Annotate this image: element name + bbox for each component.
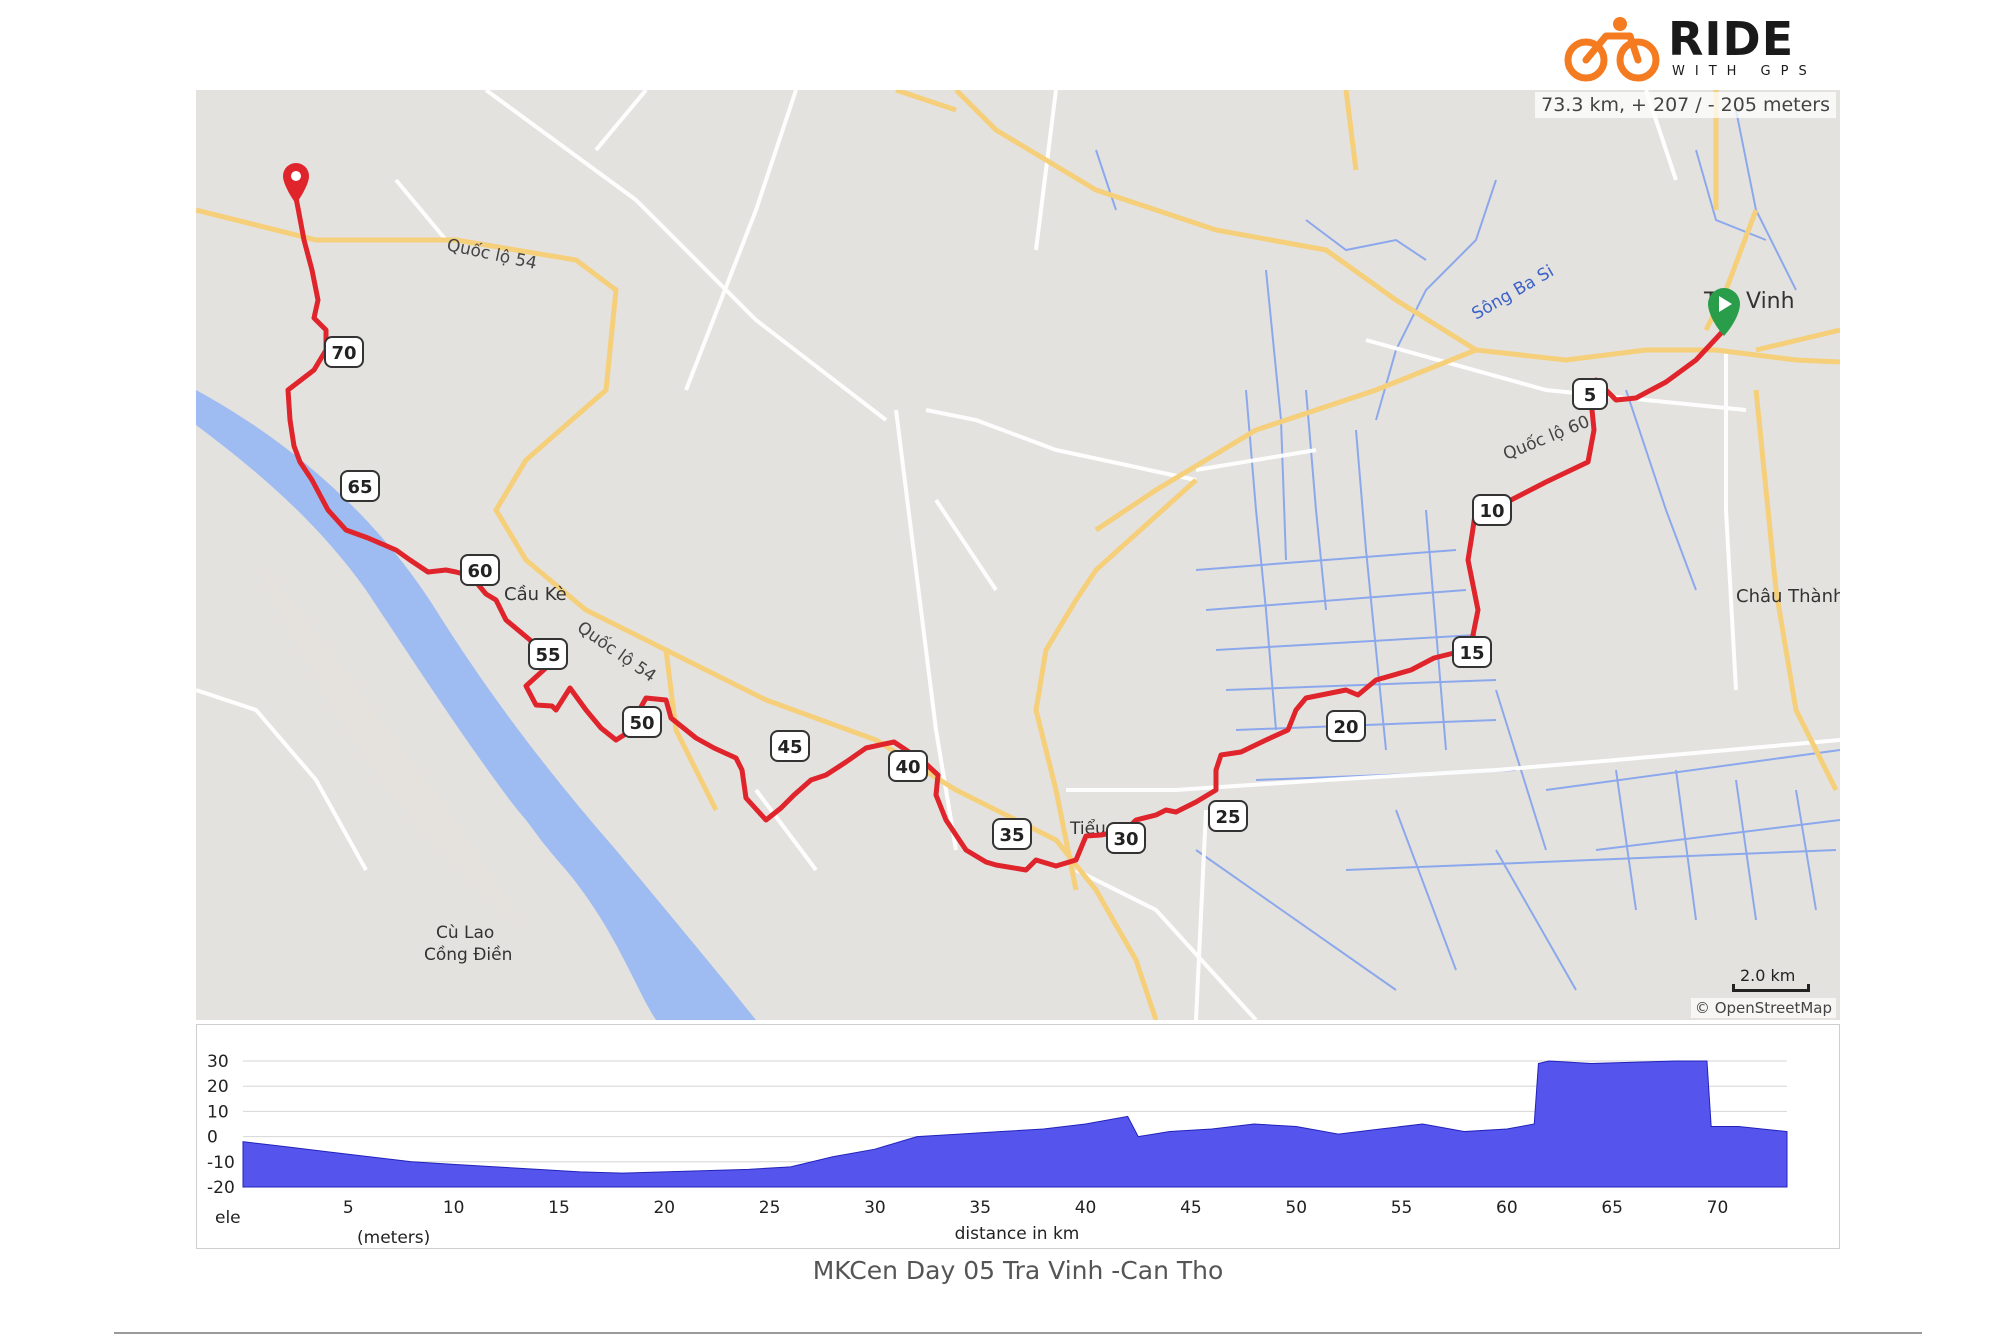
start-marker[interactable] xyxy=(1708,288,1740,336)
elevation-area xyxy=(242,1060,1788,1188)
svg-text:20: 20 xyxy=(1333,717,1358,738)
svg-text:25: 25 xyxy=(1215,807,1240,828)
x-tick-label: 60 xyxy=(1496,1198,1518,1218)
y-tick-label: 10 xyxy=(207,1102,229,1122)
x-tick-label: 15 xyxy=(548,1198,570,1218)
end-marker[interactable] xyxy=(283,163,309,204)
play-icon xyxy=(1719,296,1732,312)
y-tick-label: 0 xyxy=(207,1128,218,1148)
km-marker-60: 60 xyxy=(460,554,500,586)
elevation-x-ticks: 5 10 15 20 25 30 35 40 45 50 55 60 65 70 xyxy=(343,1198,1728,1218)
y-tick-label: -10 xyxy=(207,1153,235,1173)
svg-text:40: 40 xyxy=(895,757,920,778)
map-attribution[interactable]: © OpenStreetMap xyxy=(1690,998,1836,1018)
canals xyxy=(1095,109,1840,991)
km-marker-50: 50 xyxy=(622,706,662,738)
km-marker-40: 40 xyxy=(888,750,928,782)
km-marker-30: 30 xyxy=(1106,822,1146,854)
route-caption: MKCen Day 05 Tra Vinh -Can Tho xyxy=(812,1256,1224,1285)
x-tick-label: 70 xyxy=(1707,1198,1729,1218)
svg-text:10: 10 xyxy=(1479,501,1504,522)
svg-text:5: 5 xyxy=(1584,385,1597,406)
svg-text:70: 70 xyxy=(331,343,356,364)
y-tick-label: -20 xyxy=(207,1178,235,1198)
svg-text:55: 55 xyxy=(535,645,560,666)
x-tick-label: 20 xyxy=(653,1198,675,1218)
svg-text:45: 45 xyxy=(777,737,802,758)
km-marker-20: 20 xyxy=(1326,710,1366,742)
place-label-chau-thanh: Châu Thành xyxy=(1736,586,1840,607)
road-label-ql60: Quốc lộ 60 xyxy=(1500,411,1593,465)
river-island xyxy=(366,610,586,910)
x-tick-label: 30 xyxy=(864,1198,886,1218)
km-marker-25: 25 xyxy=(1208,800,1248,832)
x-tick-label: 45 xyxy=(1180,1198,1202,1218)
elevation-chart: 30 20 10 0 -10 -20 5 10 15 20 25 30 35 40 45 50 55 60 65 7… xyxy=(207,1052,1788,1248)
place-label-cu-lao: Cù Lao xyxy=(436,923,494,943)
km-marker-5: 5 xyxy=(1572,378,1608,410)
elevation-profile: 30 20 10 0 -10 -20 5 10 15 20 25 30 35 40 45 50 55 60 65 7… xyxy=(196,1024,1840,1249)
hau-river xyxy=(196,390,756,1020)
y-tick-label: 20 xyxy=(207,1077,229,1097)
place-label-cau-ke: Cầu Kè xyxy=(504,584,567,605)
scale-bar: 2.0 km xyxy=(1732,966,1812,992)
x-tick-label: 40 xyxy=(1075,1198,1097,1218)
place-label-tra-vinh: Vinh xyxy=(1746,289,1795,314)
logo-subtitle: WITH GPS xyxy=(1672,64,1817,79)
x-tick-label: 50 xyxy=(1285,1198,1307,1218)
end-dot-icon xyxy=(291,171,301,181)
major-roads xyxy=(196,90,1840,1020)
logo-wordmark: RIDE xyxy=(1668,12,1795,66)
svg-text:60: 60 xyxy=(467,561,492,582)
svg-text:30: 30 xyxy=(1113,829,1138,850)
x-tick-label: 35 xyxy=(969,1198,991,1218)
svg-text:35: 35 xyxy=(999,825,1024,846)
km-marker-10: 10 xyxy=(1472,494,1512,526)
km-marker-45: 45 xyxy=(770,730,810,762)
svg-text:50: 50 xyxy=(629,713,654,734)
km-marker-70: 70 xyxy=(324,336,364,368)
km-marker-65: 65 xyxy=(340,470,380,502)
x-tick-label: 10 xyxy=(443,1198,465,1218)
elevation-unit-label: (meters) xyxy=(357,1228,430,1248)
km-marker-15: 15 xyxy=(1452,636,1492,668)
elevation-xlabel: distance in km xyxy=(955,1224,1080,1244)
svg-text:15: 15 xyxy=(1459,643,1484,664)
x-tick-label: 5 xyxy=(343,1198,354,1218)
y-tick-label: 30 xyxy=(207,1052,229,1072)
svg-text:65: 65 xyxy=(347,477,372,498)
x-tick-label: 65 xyxy=(1601,1198,1623,1218)
km-marker-35: 35 xyxy=(992,818,1032,850)
cyclist-logo-icon xyxy=(1564,17,1660,82)
route-stats: 73.3 km, + 207 / - 205 meters xyxy=(1535,92,1836,118)
ride-with-gps-logo: RIDE WITH GPS xyxy=(1560,12,1850,84)
minor-roads xyxy=(196,90,1840,1020)
scale-label: 2.0 km xyxy=(1740,966,1796,985)
elevation-y-ticks: 30 20 10 0 -10 -20 xyxy=(207,1052,235,1198)
x-tick-label: 55 xyxy=(1391,1198,1413,1218)
route-map[interactable]: Quốc lộ 54 Quốc lộ 54 Quốc lộ 60 Sông Ba… xyxy=(196,90,1840,1020)
map-canvas: Quốc lộ 54 Quốc lộ 54 Quốc lộ 60 Sông Ba… xyxy=(196,90,1840,1020)
x-tick-label: 25 xyxy=(759,1198,781,1218)
elevation-ylabel: ele xyxy=(215,1208,241,1228)
river-label-song-ba-si: Sông Ba Si xyxy=(1469,261,1558,324)
scale-bar-line xyxy=(1732,984,1810,992)
road-label-ql54-north: Quốc lộ 54 xyxy=(445,234,539,274)
river-island-2 xyxy=(256,560,526,930)
km-marker-55: 55 xyxy=(528,638,568,670)
place-label-cong-dien: Cồng Điền xyxy=(424,944,512,965)
km-markers: 5 10 15 20 25 30 35 40 45 50 55 60 65 70 xyxy=(324,336,1608,854)
